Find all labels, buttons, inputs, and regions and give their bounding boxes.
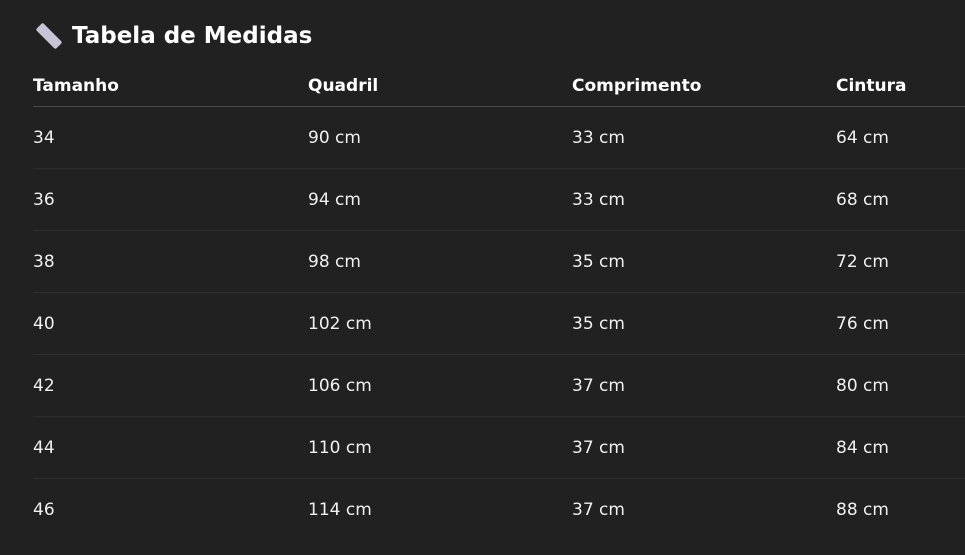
cell-size: 46: [33, 499, 55, 520]
cell-hip: 114 cm: [308, 499, 372, 520]
cell-length: 37 cm: [572, 354, 836, 417]
cell-waist: 64 cm: [836, 106, 965, 169]
cell-waist: 88 cm: [836, 499, 889, 520]
cell-waist: 84 cm: [836, 416, 965, 479]
table-row: 44 110 cm 37 cm 84 cm: [33, 416, 965, 479]
cell-size: 40: [33, 292, 308, 355]
header-quadril: Quadril: [308, 66, 572, 107]
cell-hip: 110 cm: [308, 416, 572, 479]
cell-hip: 106 cm: [308, 354, 572, 417]
cell-length: 35 cm: [572, 292, 836, 355]
page-title-text: Tabela de Medidas: [72, 23, 313, 49]
table-row: 38 98 cm 35 cm 72 cm: [33, 230, 965, 293]
header-cintura: Cintura: [836, 66, 965, 107]
cell-length: 33 cm: [572, 168, 836, 231]
cell-waist: 68 cm: [836, 168, 965, 231]
cell-size: 36: [33, 168, 308, 231]
header-tamanho: Tamanho: [33, 66, 308, 107]
cell-length: 33 cm: [572, 106, 836, 169]
header-comprimento: Comprimento: [572, 66, 836, 107]
cell-waist: 72 cm: [836, 230, 965, 293]
table-row: 40 102 cm 35 cm 76 cm: [33, 292, 965, 355]
cell-waist: 76 cm: [836, 292, 965, 355]
size-table: Tamanho Quadril Comprimento Cintura 34 90…: [33, 66, 965, 540]
cell-size: 44: [33, 416, 308, 479]
cell-hip: 94 cm: [308, 168, 572, 231]
cell-hip: 90 cm: [308, 106, 572, 169]
cell-waist: 80 cm: [836, 354, 965, 417]
cell-size: 42: [33, 354, 308, 417]
cell-length: 37 cm: [572, 499, 625, 520]
table-row: 36 94 cm 33 cm 68 cm: [33, 168, 965, 231]
cell-hip: 98 cm: [308, 230, 572, 293]
cell-hip: 102 cm: [308, 292, 572, 355]
table-row: 46 114 cm 37 cm 88 cm: [33, 479, 965, 541]
table-row: 42 106 cm 37 cm 80 cm: [33, 354, 965, 417]
cell-length: 35 cm: [572, 230, 836, 293]
page-title: Tabela de Medidas: [35, 22, 313, 50]
cell-size: 38: [33, 230, 308, 293]
table-header-row: Tamanho Quadril Comprimento Cintura: [33, 66, 965, 107]
table-row: 34 90 cm 33 cm 64 cm: [33, 106, 965, 169]
straight-ruler-icon: [35, 22, 63, 50]
cell-length: 37 cm: [572, 416, 836, 479]
cell-size: 34: [33, 106, 308, 169]
